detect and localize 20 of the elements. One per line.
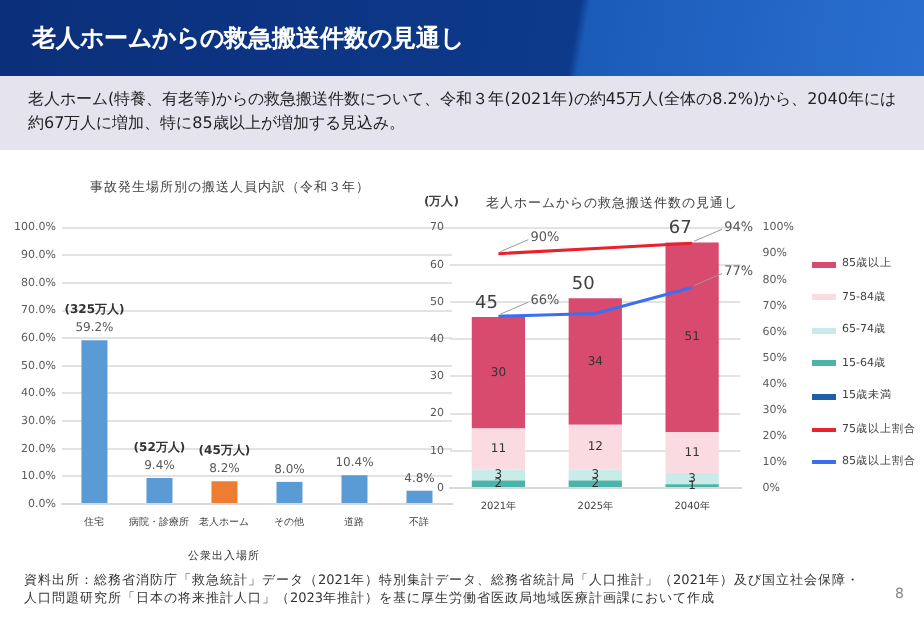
bar [471,428,526,470]
bar [568,424,622,470]
bar [406,490,433,503]
bar [211,481,238,503]
text: 老人ホーム(特養、有老等)からの救急搬送件数について、令和３年(2021年)の約45万人(全体の8.2%)から、2040年には約67万人に増加、特に85歳以上が増加する見込み。 [0,76,924,150]
bar [81,340,108,503]
bar [665,432,719,474]
total-label: 50 [571,274,596,295]
bar [276,481,303,503]
bar [341,475,368,503]
bar [568,298,622,425]
bar [471,469,526,481]
bar [665,242,719,433]
total-label: 67 [668,219,692,240]
bar [568,469,622,481]
bar [146,478,173,503]
bar [471,316,526,429]
bar [665,473,719,485]
text: 老人ホームからの救急搬送件数の見通し [0,0,924,76]
total-label: 45 [474,293,498,314]
